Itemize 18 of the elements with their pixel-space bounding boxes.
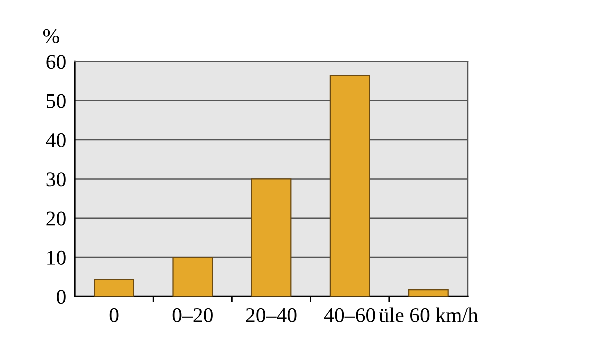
x-tick-label: 40–60: [324, 308, 376, 322]
bar: [408, 289, 449, 297]
bar: [172, 256, 214, 297]
x-tick-label: 0–20: [172, 308, 213, 322]
y-tick-label: 20: [46, 212, 66, 226]
x-tick-label: 20–40: [246, 308, 297, 322]
y-axis-title: %: [43, 29, 60, 44]
y-tick-label: 60: [46, 55, 66, 70]
y-tick-label: 50: [47, 94, 66, 108]
y-tick-label: 10: [48, 250, 66, 265]
x-tick-label: üle 60 km/h: [379, 308, 478, 322]
bar: [251, 178, 292, 297]
bar: [94, 279, 135, 297]
x-tick-label: 0: [110, 308, 119, 322]
bar: [330, 75, 370, 297]
y-tick-label: 40: [46, 133, 66, 148]
y-tick-label: 30: [46, 172, 66, 187]
y-tick-label: 0: [57, 290, 66, 304]
